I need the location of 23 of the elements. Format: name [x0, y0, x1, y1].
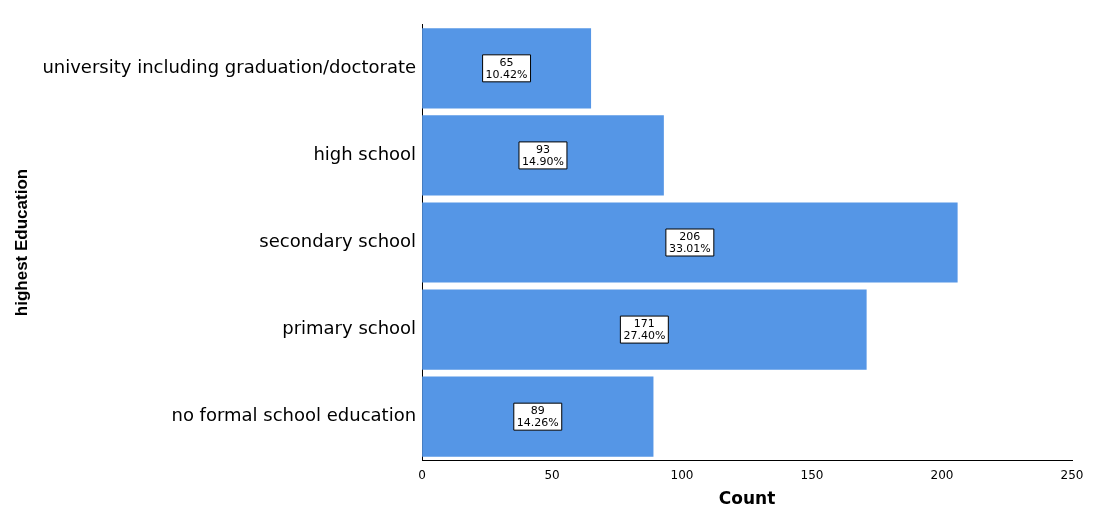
x-tick-label: 50	[544, 467, 560, 482]
y-tick-label: no formal school education	[171, 404, 417, 426]
x-axis-title: Count	[718, 488, 776, 509]
bar	[422, 202, 958, 283]
y-tick-label: university including graduation/doctorate	[42, 56, 417, 78]
data-label: 93 14.90%	[521, 142, 564, 168]
y-axis-title: highest Education	[11, 168, 31, 317]
bar	[422, 289, 867, 370]
bar	[422, 376, 654, 457]
x-tick-label: 150	[800, 467, 824, 482]
y-tick-label: primary school	[282, 317, 417, 339]
x-tick-label: 0	[418, 467, 426, 482]
x-tick-label: 100	[670, 467, 694, 482]
data-label: 65 10.42%	[485, 55, 528, 81]
x-tick-label: 250	[1060, 467, 1084, 482]
data-label: 206 33.01%	[668, 229, 711, 255]
y-tick-label: high school	[313, 143, 417, 165]
data-label: 89 14.26%	[516, 404, 559, 430]
y-tick-label: secondary school	[259, 230, 417, 252]
x-tick-label: 200	[930, 467, 954, 482]
bar	[422, 28, 592, 109]
data-label: 171 27.40%	[623, 316, 666, 342]
bar	[422, 115, 664, 196]
